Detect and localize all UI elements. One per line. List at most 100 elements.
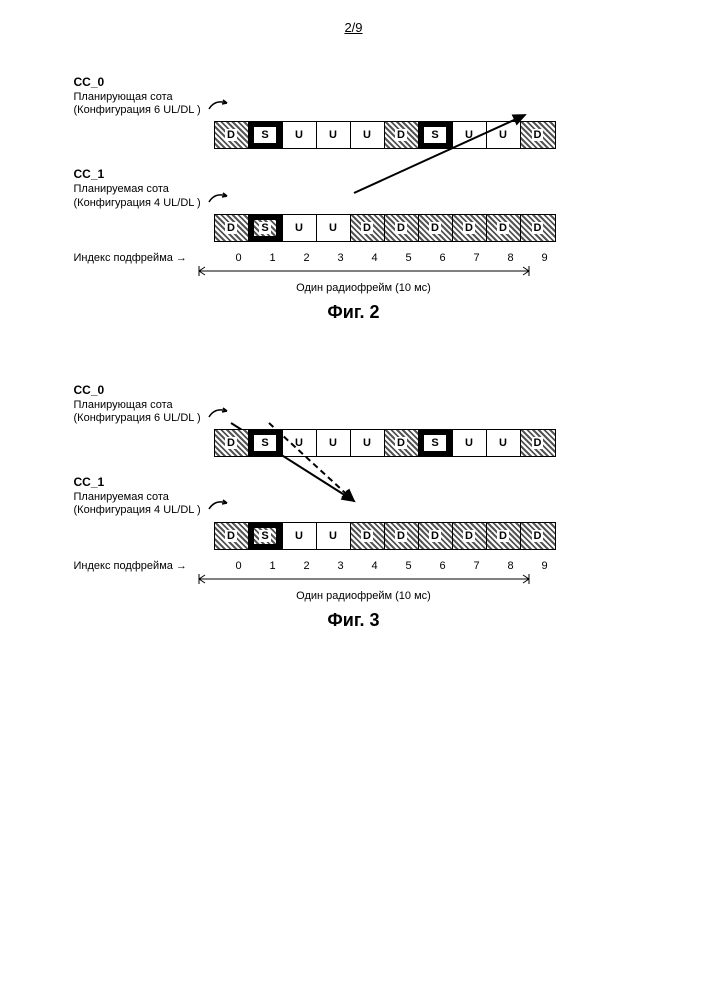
cell-text: D [429, 222, 441, 234]
subframe-cell: U [283, 122, 317, 148]
subframe-cell: D [385, 523, 419, 549]
row-description: Планируемая сота(Конфигурация 4 UL/DL ) [74, 183, 634, 209]
subframe-index: 2 [290, 252, 324, 264]
cell-inner: S [254, 220, 276, 236]
cell-text: D [361, 222, 373, 234]
cell-text: U [329, 530, 337, 542]
cell-text: U [465, 437, 473, 449]
figure-caption: Фиг. 3 [74, 610, 634, 631]
frame-boxes: DSUUDDDDDD [214, 214, 556, 242]
row-description: Планируемая сота(Конфигурация 4 UL/DL ) [74, 491, 634, 517]
subframe-cell: D [521, 122, 555, 148]
cc-label: CC_1 [74, 475, 634, 489]
cell-text: D [395, 129, 407, 141]
frame-boxes: DSUUUDSUUD [214, 121, 556, 149]
cell-text: D [532, 437, 544, 449]
cell-text: D [497, 222, 509, 234]
subframe-cell: D [351, 215, 385, 241]
cell-inner: S [254, 435, 276, 451]
subframe-index: 0 [222, 560, 256, 572]
row-description: Планирующая сота(Конфигурация 6 UL/DL ) [74, 91, 634, 117]
subframe-cell: D [215, 122, 249, 148]
subframe-index: 5 [392, 560, 426, 572]
subframe-cell: U [317, 215, 351, 241]
cell-text: U [465, 129, 473, 141]
cell-text: D [225, 437, 237, 449]
cell-inner: S [254, 127, 276, 143]
subframe-index: 5 [392, 252, 426, 264]
subframe-index: 9 [528, 560, 562, 572]
subframe-index: 8 [494, 560, 528, 572]
cell-inner: S [424, 435, 446, 451]
subframe-cell: D [521, 430, 555, 456]
cell-text: D [395, 222, 407, 234]
subframe-cell: U [351, 122, 385, 148]
cell-text: D [225, 530, 237, 542]
row-description: Планирующая сота(Конфигурация 6 UL/DL ) [74, 399, 634, 425]
subframe-cell: D [385, 430, 419, 456]
figure-fig3: CC_0 Планирующая сота(Конфигурация 6 UL/… [74, 383, 634, 631]
subframe-index: 4 [358, 252, 392, 264]
cell-text: U [363, 129, 371, 141]
subframe-cell: D [521, 523, 555, 549]
cell-text: D [225, 129, 237, 141]
subframe-cell: D [521, 215, 555, 241]
subframe-cell: D [487, 523, 521, 549]
cell-text: U [363, 437, 371, 449]
subframe-index: 4 [358, 560, 392, 572]
cell-inner: S [254, 528, 276, 544]
cell-text: D [463, 222, 475, 234]
cc-label: CC_1 [74, 167, 634, 181]
subframe-cell: U [453, 430, 487, 456]
subframe-cell: D [215, 215, 249, 241]
subframe-cell: D [215, 430, 249, 456]
cell-text: U [329, 437, 337, 449]
subframe-index: 0 [222, 252, 256, 264]
subframe-cell: D [419, 523, 453, 549]
subframe-index: 3 [324, 252, 358, 264]
subframe-cell: D [385, 215, 419, 241]
radioframe-span [194, 572, 534, 586]
cell-text: U [329, 222, 337, 234]
index-label: Индекс подфрейма → [74, 252, 214, 264]
index-row: Индекс подфрейма → 0123456789 [74, 560, 634, 572]
subframe-cell: S [419, 122, 453, 148]
subframe-cell: S [419, 430, 453, 456]
cell-text: D [429, 530, 441, 542]
radioframe-label: Один радиофрейм (10 мс) [194, 282, 534, 294]
subframe-cell: U [317, 430, 351, 456]
cell-text: U [295, 437, 303, 449]
subframe-index: 1 [256, 252, 290, 264]
subframe-index: 3 [324, 560, 358, 572]
cell-inner: S [424, 127, 446, 143]
subframe-cell: D [453, 523, 487, 549]
cell-text: D [497, 530, 509, 542]
cell-text: D [395, 530, 407, 542]
subframe-cell: U [283, 215, 317, 241]
cell-text: U [295, 129, 303, 141]
frame-row: DSUUDDDDDD [74, 214, 634, 242]
page-number: 2/9 [20, 20, 687, 35]
cell-text: D [225, 222, 237, 234]
cell-text: D [532, 222, 544, 234]
subframe-cell: U [317, 122, 351, 148]
subframe-index: 6 [426, 560, 460, 572]
cc-label: CC_0 [74, 75, 634, 89]
cell-text: D [463, 530, 475, 542]
subframe-index: 7 [460, 560, 494, 572]
indices: 0123456789 [222, 560, 562, 572]
radioframe-span [194, 264, 534, 278]
index-row: Индекс подфрейма → 0123456789 [74, 252, 634, 264]
subframe-cell: D [487, 215, 521, 241]
cell-text: U [295, 530, 303, 542]
subframe-index: 1 [256, 560, 290, 572]
subframe-index: 6 [426, 252, 460, 264]
subframe-cell: S [249, 215, 283, 241]
subframe-index: 9 [528, 252, 562, 264]
subframe-cell: S [249, 122, 283, 148]
subframe-cell: U [487, 122, 521, 148]
subframe-cell: U [487, 430, 521, 456]
subframe-index: 2 [290, 560, 324, 572]
indices: 0123456789 [222, 252, 562, 264]
subframe-cell: D [385, 122, 419, 148]
